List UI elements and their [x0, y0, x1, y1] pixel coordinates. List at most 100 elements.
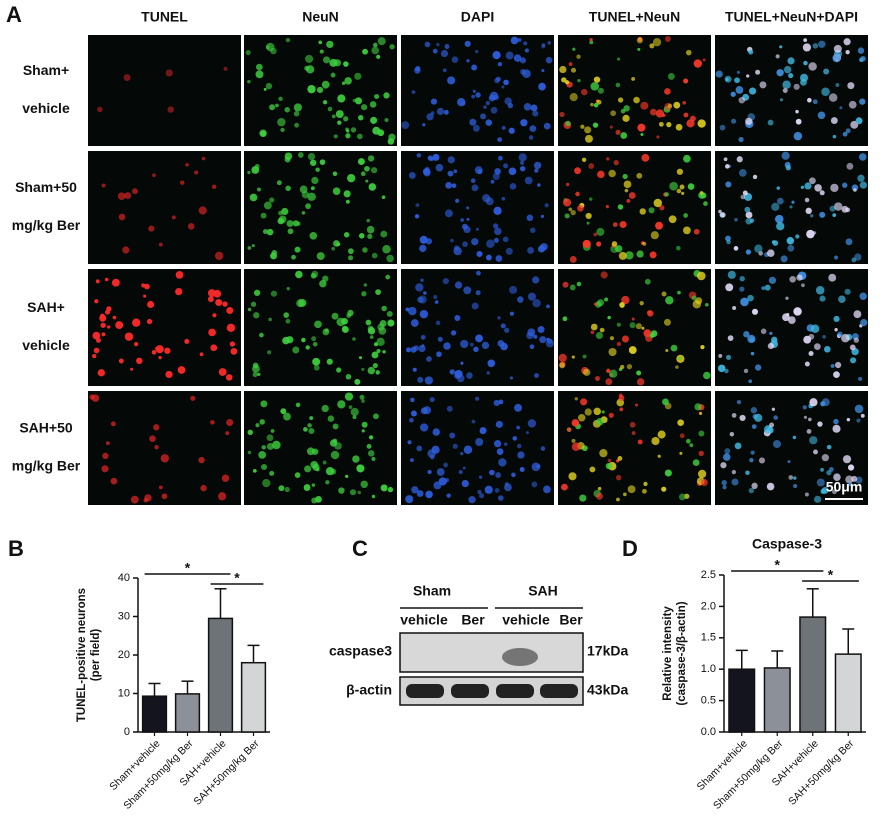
cell [253, 289, 261, 296]
cell [772, 240, 779, 246]
cell [247, 307, 252, 312]
cell [405, 495, 414, 504]
cell [372, 413, 379, 420]
cell [781, 151, 790, 160]
cell [104, 277, 109, 282]
micrograph [715, 391, 868, 505]
cell [615, 129, 621, 135]
cell [570, 209, 576, 216]
cell [373, 42, 378, 48]
cell [824, 345, 831, 353]
cell [218, 492, 227, 501]
blot-band [502, 648, 538, 666]
micrograph [88, 269, 241, 386]
cell [527, 419, 537, 428]
cell [619, 220, 627, 229]
cell [860, 319, 868, 327]
cell [345, 127, 349, 132]
cell [494, 440, 502, 448]
cell [364, 165, 370, 172]
cell [665, 348, 669, 353]
row-label: vehicle [22, 100, 70, 116]
cell [718, 209, 722, 214]
lane-label: Ber [559, 612, 583, 628]
y-axis-label: TUNEL-positive neurons [76, 588, 88, 722]
cell [571, 355, 575, 359]
cell [536, 464, 541, 469]
cell [455, 198, 460, 203]
cell [361, 367, 365, 371]
cell [301, 211, 306, 215]
cell [833, 371, 840, 378]
cell [261, 445, 266, 450]
cell [617, 57, 621, 61]
cell [443, 462, 449, 468]
cell [767, 119, 774, 126]
cell [809, 398, 818, 407]
cell [519, 165, 526, 172]
cell [401, 121, 410, 130]
cell [408, 306, 417, 316]
cell [750, 351, 755, 356]
y-tick-label: 0.5 [701, 695, 716, 707]
cell [97, 369, 105, 377]
cell [590, 323, 598, 331]
cell [568, 207, 573, 212]
cell [144, 283, 150, 290]
cell [460, 218, 464, 222]
y-tick-label: 2.0 [701, 600, 716, 612]
cell [347, 309, 354, 316]
micrograph-bg [88, 35, 241, 146]
cell [295, 270, 303, 279]
cell [698, 430, 705, 437]
cell [460, 452, 464, 456]
cell [226, 323, 236, 333]
cell [218, 368, 227, 376]
cell [330, 450, 340, 460]
cell [410, 458, 414, 462]
cell [221, 474, 230, 482]
cell [419, 309, 429, 319]
cell [211, 184, 217, 190]
cell [842, 182, 848, 188]
cell [858, 153, 867, 161]
cell [771, 407, 776, 411]
cell [841, 333, 850, 343]
cell [277, 117, 286, 127]
cell [387, 138, 395, 145]
cell [545, 56, 553, 64]
cell [133, 341, 139, 347]
cell [804, 197, 810, 203]
cell [813, 343, 821, 351]
column-header: TUNEL [141, 9, 188, 25]
cell [657, 430, 666, 439]
cell [529, 227, 536, 234]
cell [817, 421, 823, 427]
cell [319, 280, 327, 288]
cell [800, 73, 809, 82]
cell [719, 124, 726, 131]
cell [432, 48, 438, 54]
cell [354, 378, 361, 385]
cell [622, 173, 628, 180]
cell [596, 99, 602, 105]
cell [312, 341, 318, 347]
cell [808, 333, 815, 340]
cell [412, 367, 417, 372]
cell [595, 492, 603, 500]
cell [758, 457, 766, 464]
cell [820, 467, 824, 472]
cell [453, 169, 458, 174]
cell [158, 242, 163, 247]
cell [610, 110, 617, 117]
cell [497, 495, 504, 501]
cell [823, 68, 830, 75]
cell [682, 100, 687, 105]
cell [343, 116, 349, 122]
cell [471, 419, 476, 424]
cell [427, 449, 436, 458]
cell [609, 125, 613, 129]
cell [697, 469, 707, 479]
cell [677, 419, 684, 426]
cell [592, 122, 599, 128]
